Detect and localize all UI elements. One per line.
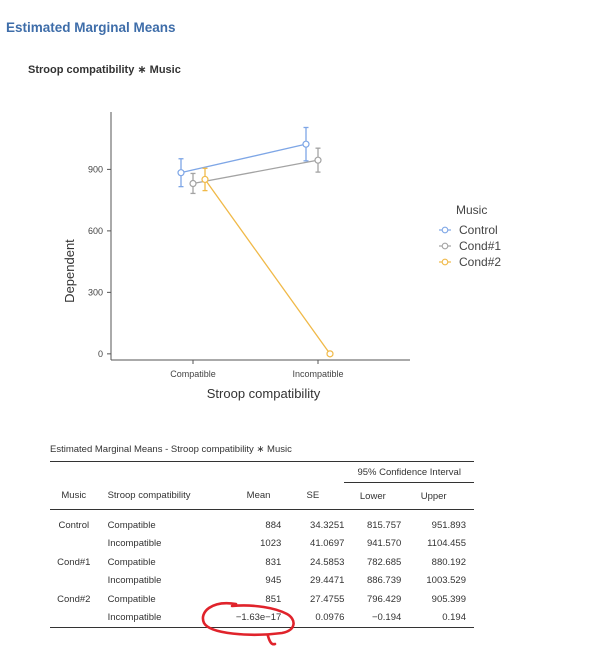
cell-mean: 851 — [265, 593, 282, 605]
cell-upper: 880.192 — [431, 556, 466, 568]
cell-lower: 782.685 — [366, 556, 402, 568]
legend-key-point — [441, 226, 449, 234]
header-se: SE — [281, 482, 345, 510]
legend-item: Control — [459, 223, 498, 237]
cell-se: 27.4755 — [310, 593, 345, 605]
table-row: Cond#2 Compatible 851 27.4755 796.429 90… — [50, 590, 474, 609]
data-point — [189, 179, 197, 188]
cell-se: 0.0976 — [281, 608, 345, 628]
cell-stroop: Incompatible — [97, 608, 236, 628]
series-line — [204, 179, 331, 355]
y-tick-label: 300 — [88, 287, 103, 297]
x-axis-title: Stroop compatibility — [207, 386, 321, 401]
data-point — [201, 175, 209, 184]
cell-lower: −0.194 — [344, 608, 402, 628]
header-mean: Mean — [235, 482, 282, 510]
cell-mean: 1023 — [260, 538, 282, 550]
data-point — [326, 350, 334, 358]
table-row: Incompatible −1.63e−17 0.0976 −0.194 0.1… — [50, 608, 474, 628]
cell-se: 34.3251 — [310, 519, 345, 531]
emm-table: Estimated Marginal Means - Stroop compat… — [50, 444, 474, 628]
x-tick-label: Incompatible — [292, 369, 343, 379]
cell-stroop: Compatible — [107, 593, 156, 605]
header-stroop: Stroop compatibility — [97, 482, 236, 510]
cell-upper: 1104.455 — [427, 538, 466, 550]
interaction-plot: 0 300 600 900 Compatible Incompatible Stroop c… — [62, 112, 501, 401]
data-point — [314, 156, 322, 164]
cell-stroop: Incompatible — [107, 575, 162, 587]
cell-lower: 815.757 — [366, 519, 402, 531]
header-upper: Upper — [401, 482, 474, 510]
header-music: Music — [50, 482, 98, 510]
x-tick-label: Compatible — [170, 369, 216, 379]
cell-se: 24.5853 — [310, 556, 345, 568]
legend-item: Cond#2 — [459, 255, 501, 269]
cell-music — [50, 535, 98, 554]
cell-music: Control — [58, 519, 90, 531]
series-line — [192, 159, 319, 185]
cell-lower: 796.429 — [366, 593, 402, 605]
table-title: Estimated Marginal Means - Stroop compat… — [50, 444, 292, 455]
cell-music: Cond#2 — [57, 593, 91, 605]
y-tick-label: 0 — [98, 349, 103, 359]
cell-mean: 945 — [265, 575, 282, 587]
cell-stroop: Compatible — [107, 519, 156, 531]
cell-lower: 886.739 — [366, 575, 402, 587]
table-row: Cond#1 Compatible 831 24.5853 782.685 88… — [50, 553, 474, 572]
cell-se: 41.0697 — [310, 538, 345, 550]
cell-lower: 941.570 — [366, 538, 402, 550]
cell-mean: 831 — [265, 556, 282, 568]
series-line — [180, 143, 307, 174]
cell-music: Cond#1 — [57, 556, 91, 568]
data-point — [177, 169, 185, 177]
cell-upper: 0.194 — [401, 608, 474, 628]
y-tick-label: 600 — [88, 226, 103, 236]
table-row: Incompatible 1023 41.0697 941.570 1104.4… — [50, 535, 474, 554]
data-point — [302, 140, 310, 148]
cell-mean: 884 — [265, 519, 282, 531]
cell-music — [50, 608, 98, 628]
y-axis-title: Dependent — [62, 239, 77, 303]
cell-music — [50, 572, 98, 591]
y-tick-label: 900 — [88, 164, 103, 174]
cell-mean: −1.63e−17 — [235, 608, 282, 628]
cell-upper: 1003.529 — [426, 575, 466, 587]
plot-title: Stroop compatibility ∗ Music — [28, 64, 181, 76]
cell-upper: 951.893 — [431, 519, 466, 531]
legend-title: Music — [456, 203, 487, 217]
cell-stroop: Incompatible — [107, 538, 162, 550]
section-title: Estimated Marginal Means — [6, 20, 176, 35]
cell-upper: 905.399 — [431, 593, 466, 605]
table-row: Incompatible 945 29.4471 886.739 1003.52… — [50, 572, 474, 591]
legend-item: Cond#1 — [459, 239, 501, 253]
cell-stroop: Compatible — [107, 556, 156, 568]
legend-key-point — [441, 258, 449, 266]
header-lower: Lower — [344, 482, 402, 510]
ci-header: 95% Confidence Interval — [344, 461, 474, 483]
table-row: Control Compatible 884 34.3251 815.757 9… — [50, 510, 474, 535]
cell-se: 29.4471 — [310, 575, 345, 587]
legend-key-point — [441, 242, 449, 250]
